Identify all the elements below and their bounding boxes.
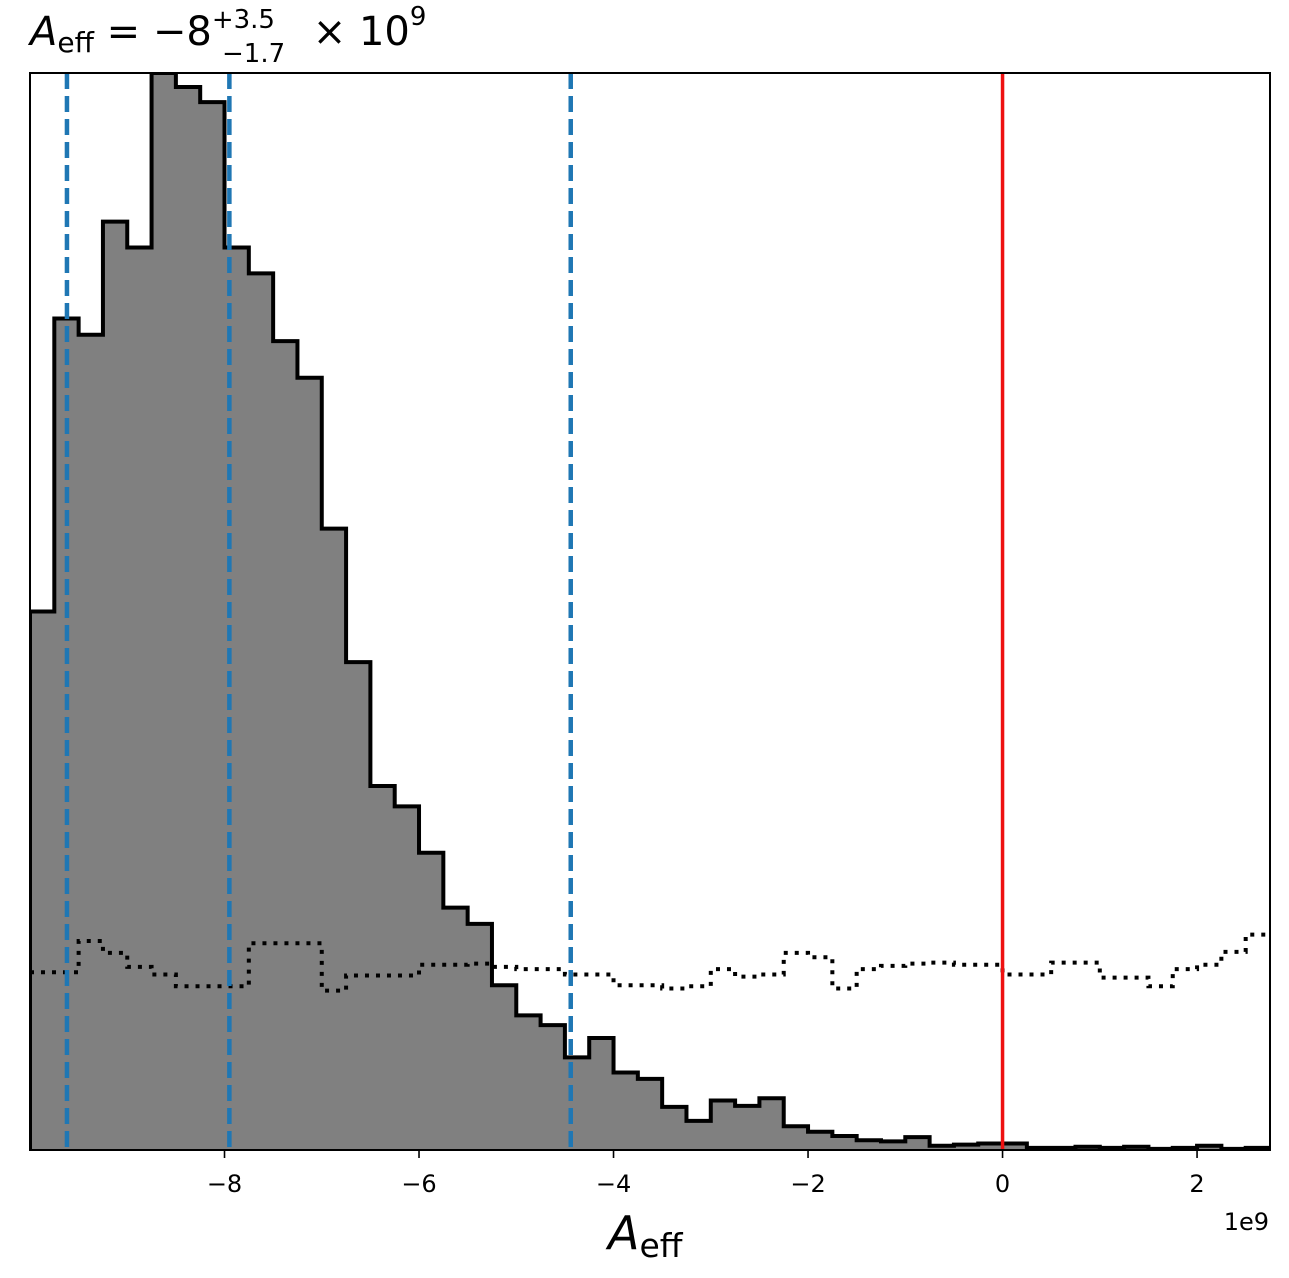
- histogram-bar: [856, 1140, 882, 1150]
- prior-histogram-outline: [30, 932, 1270, 993]
- histogram-bar: [491, 985, 517, 1150]
- histogram-bar: [102, 221, 128, 1150]
- histogram-bar: [710, 1100, 736, 1150]
- title-upper-error: +3.5: [212, 5, 275, 35]
- posterior-histogram: [30, 73, 1270, 1150]
- histogram-bar: [248, 273, 274, 1150]
- chart-title: Aeff = −8+3.5 −1.7 × 109: [27, 2, 426, 69]
- x-axis-label-symbol: A: [605, 1206, 639, 1260]
- histogram-bar: [808, 1131, 833, 1150]
- histogram-bar: [1197, 1145, 1222, 1150]
- x-tick-label: 0: [995, 1170, 1010, 1198]
- histogram-bar: [905, 1137, 931, 1150]
- histogram-bar: [662, 1106, 688, 1150]
- histogram-bar: [175, 87, 201, 1150]
- histogram-bar: [589, 1037, 615, 1150]
- histogram-bar: [127, 247, 153, 1150]
- histogram-bar: [978, 1143, 1004, 1150]
- title-symbol: A: [27, 9, 57, 55]
- histogram-bar: [443, 907, 469, 1150]
- x-tick-label: −4: [596, 1170, 631, 1198]
- title-lower-error: −1.7: [222, 39, 285, 69]
- x-axis-label: Aeff: [605, 1206, 684, 1265]
- histogram-bar: [54, 318, 80, 1150]
- x-tick-label: 2: [1189, 1170, 1204, 1198]
- title-exponent: 9: [410, 2, 427, 32]
- histogram-bar: [370, 785, 396, 1150]
- histogram-bar: [953, 1144, 979, 1150]
- x-axis-ticks: −8 −6 −4 −2 0 2: [207, 1150, 1205, 1198]
- histogram-bar: [467, 923, 493, 1150]
- x-tick-label: −6: [401, 1170, 436, 1198]
- title-equals: = −8: [94, 9, 212, 55]
- histogram-bar: [832, 1135, 858, 1150]
- histogram-bar: [637, 1078, 663, 1150]
- posterior-histogram-outline: [30, 73, 1270, 1150]
- histogram-bar: [321, 528, 347, 1150]
- histogram-bar: [78, 334, 104, 1150]
- histogram-bar: [516, 1015, 542, 1150]
- histogram-bar: [540, 1025, 566, 1150]
- histogram-bar: [1002, 1143, 1028, 1150]
- prior-histogram: [30, 932, 1270, 993]
- histogram-bar: [929, 1145, 955, 1150]
- histogram-bar: [297, 377, 323, 1150]
- x-axis-label-subscript: eff: [639, 1226, 683, 1265]
- plot-area: [30, 73, 1270, 1150]
- title-times: × 10: [300, 9, 410, 55]
- histogram-bar: [735, 1105, 761, 1150]
- histogram-bar: [151, 73, 177, 1150]
- histogram-bar: [200, 102, 226, 1150]
- x-tick-label: −8: [207, 1170, 242, 1198]
- histogram-bar: [419, 852, 444, 1150]
- histogram-bar: [30, 611, 55, 1150]
- axis-offset-label: 1e9: [1224, 1208, 1269, 1236]
- title-subscript: eff: [57, 26, 94, 59]
- histogram-bar: [783, 1126, 809, 1150]
- histogram-bar: [394, 806, 420, 1150]
- histogram-bar: [346, 662, 371, 1150]
- histogram-bar: [613, 1072, 639, 1150]
- histogram-bar: [273, 341, 299, 1150]
- histogram-bar: [880, 1141, 906, 1150]
- histogram-bar: [686, 1120, 712, 1150]
- x-tick-label: −2: [790, 1170, 825, 1198]
- histogram-bar: [759, 1098, 785, 1150]
- plot-frame: [29, 72, 1271, 1151]
